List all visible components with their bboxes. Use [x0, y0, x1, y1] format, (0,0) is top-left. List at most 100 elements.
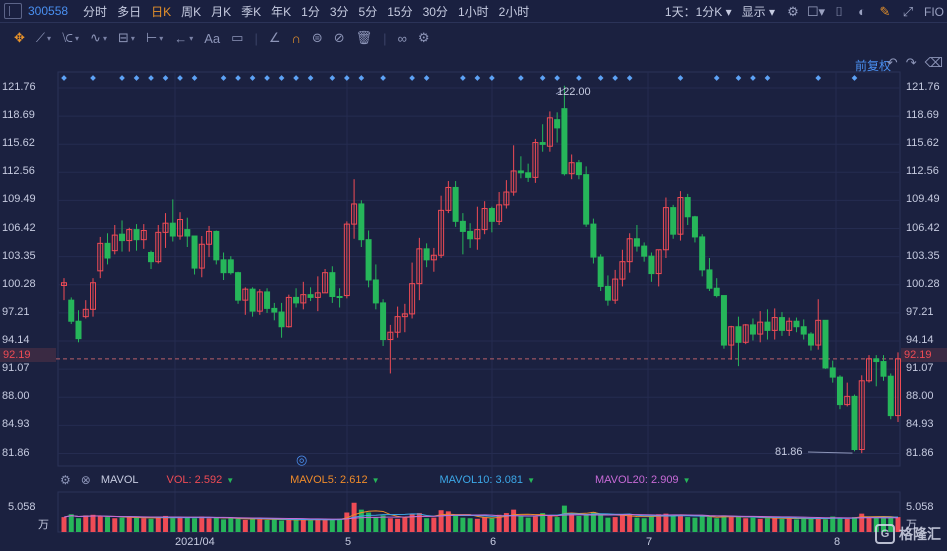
settings-tool-icon[interactable]: ⚙ — [417, 30, 430, 45]
volume-bar — [590, 511, 596, 532]
trend-tool-icon[interactable]: ⟈ ▾ — [62, 30, 80, 45]
volume-bar — [830, 516, 836, 532]
ruler-tool-icon[interactable]: ∠ — [268, 30, 281, 45]
candle-body — [358, 203, 365, 241]
candle-body — [401, 313, 408, 318]
text-tool-icon[interactable]: Aa — [204, 30, 221, 46]
event-marker-dot — [851, 75, 858, 81]
volume-bar — [764, 518, 770, 532]
wave-tool-icon[interactable]: ∿ ▾ — [90, 30, 107, 45]
volume-ma-lines — [63, 510, 899, 521]
event-marker-dot — [735, 75, 742, 81]
period-tab[interactable]: 月K — [211, 4, 232, 19]
volume-bar — [482, 517, 488, 532]
candle-body — [503, 191, 510, 206]
candle-body — [771, 317, 778, 331]
subperiod-select[interactable]: 1天：1分K ▾ — [664, 5, 732, 19]
candle-body — [670, 207, 677, 235]
candle-body — [126, 229, 133, 242]
volume-bar — [750, 517, 756, 532]
volume-bar — [786, 518, 792, 532]
camera-icon[interactable]: ⌷ — [835, 3, 843, 19]
comment-tool-icon[interactable]: ▭ — [231, 30, 244, 45]
vol-axis-top-right: 5.058 — [906, 501, 934, 513]
candle-body — [699, 236, 706, 271]
move-tool-icon[interactable]: ✥ — [14, 30, 25, 45]
vol-value: VOL: 2.592 ▼ — [166, 474, 235, 486]
candle-body — [786, 320, 793, 331]
candle-body — [293, 296, 300, 304]
volume-bar — [250, 518, 256, 532]
price-tick-label: 121.76 — [2, 80, 36, 93]
fio-button[interactable]: FIO — [924, 4, 944, 19]
period-tab[interactable]: 5分 — [358, 4, 378, 19]
candle-body — [322, 272, 329, 294]
candle-body — [264, 291, 271, 309]
period-tab[interactable]: 15分 — [387, 4, 413, 19]
fib-tool-icon[interactable]: ⊟ ▾ — [117, 30, 135, 45]
fullscreen-icon[interactable]: ⤢ — [902, 3, 914, 19]
candle-body — [720, 295, 727, 346]
adjust-select[interactable]: 前复权 — [854, 59, 891, 73]
period-tab[interactable]: 周K — [181, 4, 202, 19]
clear-icon[interactable]: ⌫ — [924, 55, 943, 70]
candle-body — [430, 254, 437, 261]
volume-bar — [692, 517, 698, 532]
period-tab[interactable]: 分时 — [83, 4, 108, 19]
delete-tool-icon[interactable]: 🗑 — [355, 30, 373, 45]
period-tab[interactable]: 日K — [151, 4, 172, 19]
volume-bar — [366, 512, 372, 532]
target-icon[interactable]: ◎ — [296, 452, 308, 467]
period-tab[interactable]: 季K — [241, 4, 262, 19]
price-tick-label: 91.07 — [2, 362, 30, 375]
period-tab[interactable]: 1小时 — [457, 4, 489, 19]
undo-redo-group: ↶ ↷ ⌫ — [879, 55, 943, 71]
period-tab[interactable]: 多日 — [117, 4, 142, 19]
candle-body — [68, 299, 75, 322]
period-tab[interactable]: 1分 — [301, 4, 320, 19]
volume-bar — [416, 513, 422, 532]
event-marker-dot — [90, 75, 96, 81]
lock-tool-icon[interactable]: ⊜ — [311, 30, 323, 45]
sidebar-toggle-button[interactable] — [4, 3, 22, 19]
candle-body — [467, 230, 474, 240]
period-tab[interactable]: 30分 — [422, 4, 448, 19]
volume-bar — [264, 519, 270, 532]
arrow-tool-icon[interactable]: ← ▾ — [174, 30, 194, 46]
event-marker-dot — [133, 75, 140, 81]
event-marker-dot — [293, 75, 299, 81]
pencil-icon[interactable]: ✎ — [879, 3, 891, 19]
period-tab[interactable]: 2小时 — [498, 4, 530, 19]
period-tab[interactable]: 年K — [271, 4, 292, 19]
period-tab[interactable]: 3分 — [329, 4, 349, 19]
candle-body — [416, 248, 423, 285]
volume-bar — [112, 518, 118, 532]
event-marker-dot — [460, 75, 466, 81]
drawing-toolbar: ✥ ⟋ ▾ ⟈ ▾ ∿ ▾ ⊟ ▾ ⊢ ▾ ← ▾ Aa ▭ | ∠ ∩ ⊜ ⊘ 🗑 | ∞… — [0, 24, 947, 52]
volume-bar — [206, 518, 212, 532]
stock-code[interactable]: 300558 — [28, 4, 69, 18]
indicator-settings-icon[interactable]: ⚙ — [60, 473, 71, 487]
undo-icon[interactable]: ↶ — [886, 55, 898, 70]
link-tool-icon[interactable]: ∞ — [397, 30, 407, 46]
magnet-tool-icon[interactable]: ∩ — [291, 30, 301, 46]
volume-bar — [431, 517, 437, 532]
layout-icon[interactable]: ☐▾ — [806, 3, 826, 19]
display-select[interactable]: 显示 ▾ — [741, 5, 775, 19]
event-marker-dot — [764, 75, 771, 81]
event-marker-dot — [423, 75, 430, 81]
volume-bar — [699, 515, 705, 532]
redo-icon[interactable]: ↷ — [905, 55, 917, 70]
volume-bar — [358, 509, 364, 532]
range-tool-icon[interactable]: ⊢ ▾ — [145, 30, 164, 45]
hide-tool-icon[interactable]: ⊘ — [333, 30, 345, 45]
settings-icon[interactable]: ⚙ — [787, 3, 799, 19]
indicator-close-icon[interactable]: ⊗ — [80, 473, 91, 487]
line-tool-icon[interactable]: ⟋ ▾ — [35, 30, 52, 45]
volume-bar — [293, 519, 299, 532]
candle-body — [82, 308, 89, 318]
theme-icon[interactable]: ◐ — [858, 4, 866, 19]
price-tick-label: 106.42 — [906, 221, 940, 234]
annotations — [555, 87, 853, 454]
